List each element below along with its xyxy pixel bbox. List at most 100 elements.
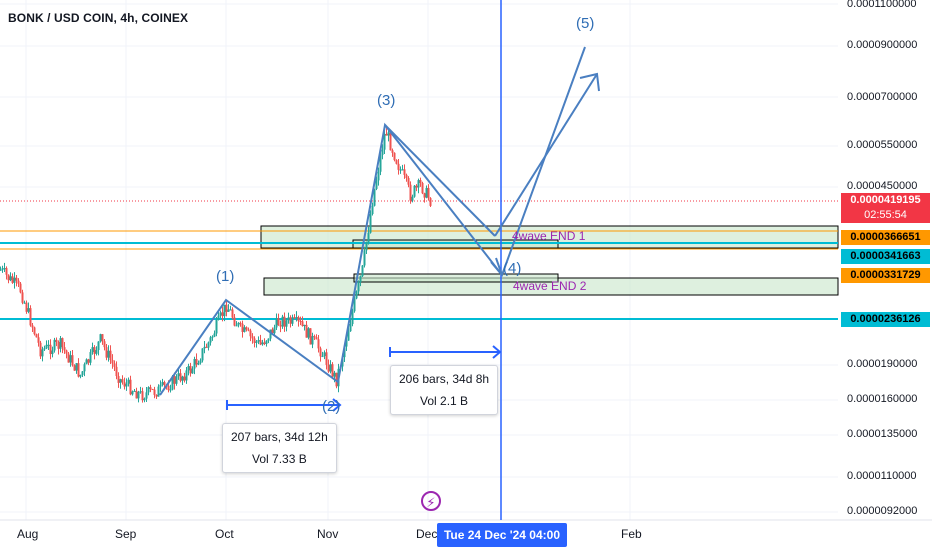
candle-body xyxy=(265,340,268,344)
candle-body xyxy=(197,363,200,365)
candle-body xyxy=(329,364,332,372)
chart-title: BONK / USD COIN, 4h, COINEX xyxy=(8,11,189,25)
candle-body xyxy=(231,309,234,318)
y-tick: 0.0000110000 xyxy=(847,470,917,482)
candle-body xyxy=(25,302,28,312)
candle-body xyxy=(133,390,136,392)
measure-arrows xyxy=(226,345,502,412)
candle-body xyxy=(375,180,378,189)
candle-body xyxy=(279,325,282,327)
candle-body xyxy=(39,342,42,357)
candle-body xyxy=(377,171,380,181)
candle-body xyxy=(159,384,162,387)
candle-body xyxy=(369,214,372,233)
horizontal-levels xyxy=(0,0,838,520)
candle-body xyxy=(333,372,336,377)
candle-body xyxy=(215,319,218,334)
candle-body xyxy=(111,359,114,364)
candle-body xyxy=(291,317,294,324)
y-tick: 0.0000700000 xyxy=(847,91,918,103)
countdown-tag: 02:55:54 xyxy=(841,208,930,223)
candle-body xyxy=(1,268,4,270)
candle-body xyxy=(257,340,260,342)
candle-body xyxy=(171,376,174,390)
candle-body xyxy=(367,232,370,243)
candle-body xyxy=(235,325,238,327)
candle-body xyxy=(285,320,288,327)
candle-body xyxy=(227,309,230,312)
candle-body xyxy=(195,358,198,365)
candle-body xyxy=(335,372,338,387)
candle-body xyxy=(261,342,264,345)
candle-body xyxy=(277,318,280,326)
candle-body xyxy=(5,268,8,275)
candle-body xyxy=(223,304,226,317)
candle-body xyxy=(413,185,416,197)
candle-body xyxy=(175,376,178,384)
candle-body xyxy=(11,276,14,283)
candle-body xyxy=(387,132,390,136)
candle-body xyxy=(301,321,304,327)
candle-body xyxy=(229,309,232,311)
candle-body xyxy=(115,366,118,377)
zone-box-2-inner xyxy=(353,273,559,283)
candle-body xyxy=(389,132,392,151)
candle-body xyxy=(429,198,432,206)
candle-body xyxy=(307,328,310,338)
candle-body xyxy=(399,169,402,171)
candle-body xyxy=(241,323,244,332)
candle-body xyxy=(383,133,386,150)
candle-body xyxy=(179,373,182,381)
candle-body xyxy=(43,348,46,350)
candle-body xyxy=(253,338,256,343)
candle-body xyxy=(35,334,38,338)
candle-body xyxy=(27,308,30,312)
candle-body xyxy=(205,346,208,348)
candle-body xyxy=(403,169,406,175)
candle-body xyxy=(299,320,302,322)
wave-4-label: (4) xyxy=(503,260,522,277)
candle-body xyxy=(323,352,326,357)
candle-body xyxy=(131,391,134,395)
candle-body xyxy=(327,364,330,372)
candle-body xyxy=(379,154,382,172)
candle-body xyxy=(151,389,154,391)
candle-body xyxy=(391,150,394,153)
candle-body xyxy=(77,363,80,377)
candle-body xyxy=(349,324,352,332)
candle-body xyxy=(359,276,362,283)
candle-body xyxy=(275,318,278,328)
candle-body xyxy=(273,327,276,334)
candle-body xyxy=(63,347,66,351)
candle-body xyxy=(255,341,258,343)
elliott-wave-lines xyxy=(159,46,600,396)
lightning-icon[interactable]: ⚡ xyxy=(421,491,441,511)
candle-body xyxy=(161,382,164,385)
candle-body xyxy=(21,292,24,303)
candle-body xyxy=(191,368,194,374)
candle-body xyxy=(19,283,22,293)
candle-body xyxy=(73,365,76,371)
measure-box-2: 206 bars, 34d 8h Vol 2.1 B xyxy=(390,365,499,415)
level-tag-cyan-1: 0.0000341663 xyxy=(841,249,930,264)
candle-body xyxy=(13,277,16,283)
candle-body xyxy=(123,382,126,387)
candle-body xyxy=(313,336,316,338)
candle-body xyxy=(395,160,398,164)
measure-2-bars: 206 bars, 34d 8h xyxy=(399,372,490,386)
candle-body xyxy=(83,364,86,372)
candle-body xyxy=(57,342,60,349)
candle-body xyxy=(259,340,262,345)
candle-body xyxy=(415,185,418,188)
candle-body xyxy=(29,308,32,326)
candle-body xyxy=(59,338,62,349)
candle-body xyxy=(53,339,56,351)
candle-body xyxy=(331,364,334,377)
x-tick: Dec xyxy=(416,527,438,541)
candle-body xyxy=(405,174,408,179)
y-tick: 0.0000450000 xyxy=(847,180,918,192)
candle-body xyxy=(89,352,92,363)
candle-body xyxy=(99,334,102,342)
candle-body xyxy=(289,317,292,324)
